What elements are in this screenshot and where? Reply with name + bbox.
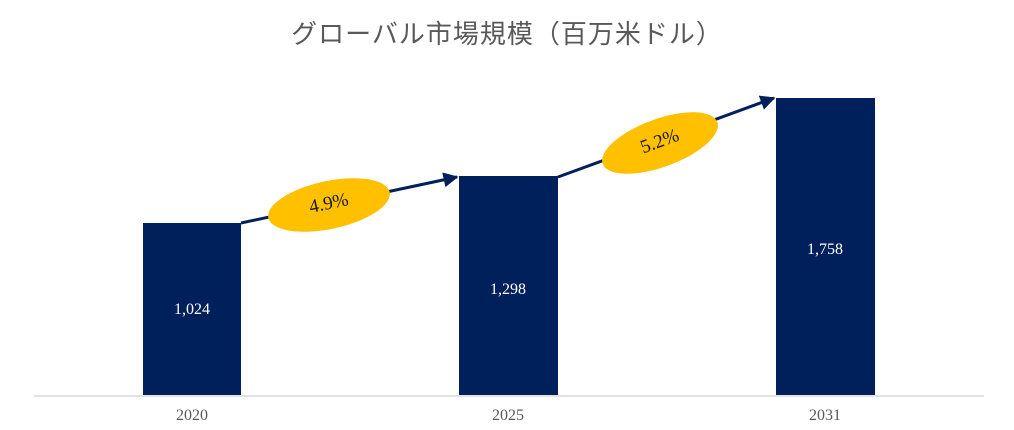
cagr-bubble-2: [602, 112, 718, 174]
x-tick-label: 2020: [176, 407, 208, 424]
bar-value-label: 1,024: [174, 301, 210, 318]
x-tick-label: 2031: [809, 407, 841, 424]
bar-2031: [776, 98, 875, 395]
cagr-bubble-1: [268, 178, 390, 232]
x-tick-label: 2025: [492, 407, 524, 424]
chart-title: グローバル市場規模（百万米ドル）: [291, 20, 723, 50]
bar-value-label: 1,298: [490, 281, 526, 298]
bar-value-label: 1,758: [807, 241, 843, 258]
bar-2020: [143, 223, 241, 395]
bar-2025: [459, 176, 558, 395]
